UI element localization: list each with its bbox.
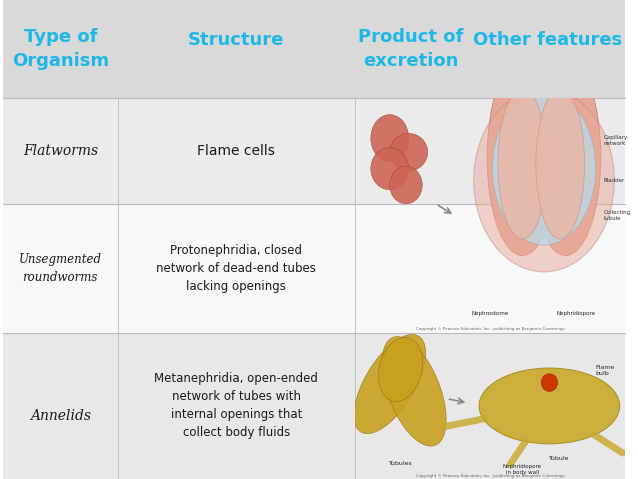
FancyBboxPatch shape: [3, 0, 625, 98]
Text: Flatworms: Flatworms: [23, 144, 98, 158]
Text: Metanephridia, open-ended
network of tubes with
internal openings that
collect b: Metanephridia, open-ended network of tub…: [154, 373, 318, 439]
Text: Structure: Structure: [188, 31, 285, 48]
Text: Unsegmented
roundworms: Unsegmented roundworms: [19, 253, 102, 284]
Text: Product of
excretion: Product of excretion: [358, 28, 463, 70]
Text: Annelids: Annelids: [30, 409, 91, 422]
FancyBboxPatch shape: [3, 333, 625, 479]
FancyBboxPatch shape: [3, 98, 625, 204]
Text: Type of
Organism: Type of Organism: [11, 28, 109, 70]
FancyBboxPatch shape: [3, 204, 625, 333]
Text: Flame cells: Flame cells: [197, 144, 276, 158]
Text: Protonephridia, closed
network of dead-end tubes
lacking openings: Protonephridia, closed network of dead-e…: [156, 244, 316, 293]
Text: Other features: Other features: [473, 31, 622, 48]
